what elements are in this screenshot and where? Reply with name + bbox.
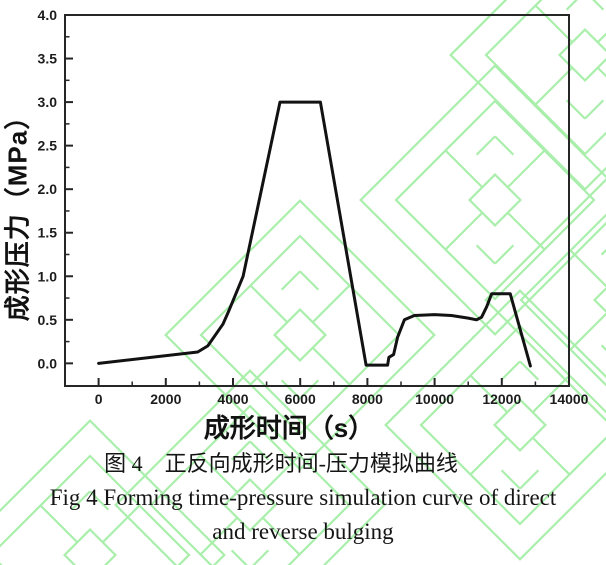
y-tick-label: 0.0: [38, 355, 58, 371]
forming-pressure-curve: [97, 100, 532, 368]
x-tick-label: 14000: [550, 391, 589, 407]
x-tick-label: 8000: [352, 391, 383, 407]
y-tick-label: 2.5: [38, 138, 58, 154]
x-tick-label: 10000: [415, 391, 454, 407]
chart-canvas: 0 2000 4000 6000 8000 10000 12000 14000 0.0 0.5 1.…: [38, 7, 589, 407]
y-tick-label: 1.0: [38, 268, 58, 284]
y-tick-label: 2.0: [38, 181, 58, 197]
x-tick-label: 0: [95, 391, 103, 407]
caption-chinese: 图 4 正反向成形时间-压力模拟曲线: [104, 451, 458, 476]
x-tick-label: 4000: [217, 391, 248, 407]
x-tick-label: 12000: [482, 391, 521, 407]
x-tick-label: 2000: [150, 391, 181, 407]
plot-frame: [64, 14, 570, 387]
y-axis-title: 成形压力（MPa）: [2, 102, 33, 322]
caption-english-line2: and reverse bulging: [212, 519, 394, 544]
figure-caption: 图 4 正反向成形时间-压力模拟曲线 Fig 4 Forming time-pr…: [0, 447, 606, 549]
caption-english-line1: Fig 4 Forming time-pressure simulation c…: [49, 485, 557, 510]
x-tick-label: 6000: [285, 391, 316, 407]
y-tick-label: 4.0: [38, 7, 58, 23]
x-axis-title: 成形时间（s）: [203, 413, 375, 443]
pressure-time-chart: 0 2000 4000 6000 8000 10000 12000 14000 0.0 0.5 1.…: [2, 7, 589, 443]
y-tick-label: 1.5: [38, 225, 58, 241]
y-tick-label: 0.5: [38, 312, 58, 328]
y-tick-label: 3.5: [38, 51, 58, 67]
y-tick-label: 3.0: [38, 94, 58, 110]
